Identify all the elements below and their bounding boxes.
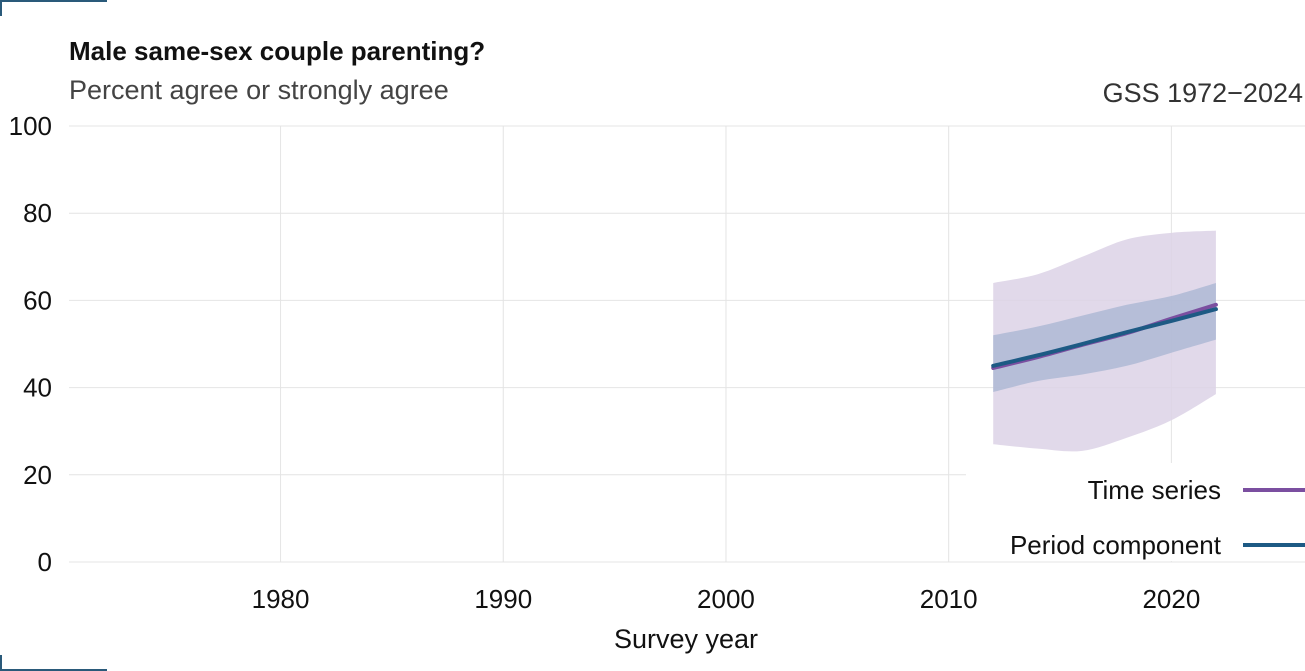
x-tick-label: 2000 (697, 584, 755, 614)
series-line-period-component (991, 307, 1218, 368)
legend-label-period-component: Period component (1010, 530, 1222, 560)
x-tick-label: 2010 (920, 584, 978, 614)
chart-subtitle: Percent agree or strongly agree (69, 75, 449, 105)
y-tick-label: 60 (23, 285, 52, 315)
x-axis-title: Survey year (614, 624, 758, 654)
chart-title: Male same-sex couple parenting? (69, 36, 486, 66)
x-tick-label: 2020 (1142, 584, 1200, 614)
bottom-left-corner-mark (0, 655, 107, 671)
y-tick-label: 100 (9, 111, 52, 141)
top-left-corner-mark (0, 0, 107, 16)
data-source-label: GSS 1972−2024 (1102, 78, 1303, 108)
legend-label-time-series: Time series (1088, 475, 1221, 505)
y-tick-label: 40 (23, 373, 52, 403)
y-tick-label: 0 (38, 547, 52, 577)
x-tick-label: 1990 (474, 584, 532, 614)
y-tick-label: 20 (23, 460, 52, 490)
y-tick-label: 80 (23, 198, 52, 228)
x-tick-label: 1980 (252, 584, 310, 614)
